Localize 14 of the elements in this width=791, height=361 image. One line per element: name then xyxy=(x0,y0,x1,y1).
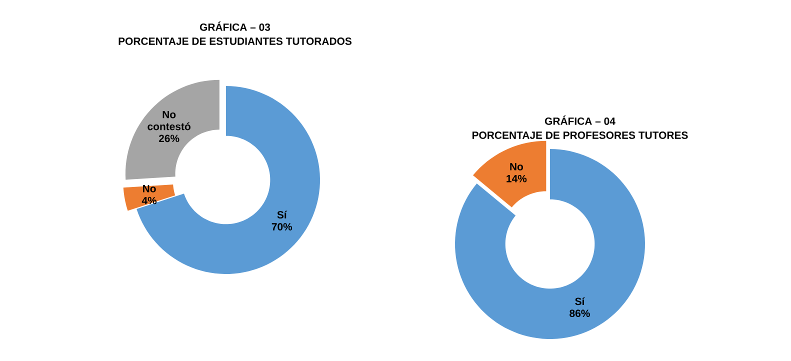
slice-label: No xyxy=(510,163,524,170)
data-label: 26% xyxy=(158,134,180,142)
chart-title: GRÁFICA – 03 xyxy=(200,22,270,31)
chart-title: GRÁFICA – 04 xyxy=(544,116,616,125)
slice-label: Sí xyxy=(277,210,288,219)
data-label: 4% xyxy=(142,196,157,204)
data-label: 86% xyxy=(570,310,590,318)
data-label: 14% xyxy=(506,174,527,182)
slice-label: Sí xyxy=(575,297,585,306)
chart-subtitle: PORCENTAJE DE PROFESORES TUTORES xyxy=(472,132,688,139)
slice-label: No xyxy=(143,185,156,192)
data-label: 70% xyxy=(272,223,292,230)
chart-subtitle: PORCENTAJE DE ESTUDIANTES TUTORADOS xyxy=(118,38,352,45)
slice-label: No contestó xyxy=(148,110,190,130)
